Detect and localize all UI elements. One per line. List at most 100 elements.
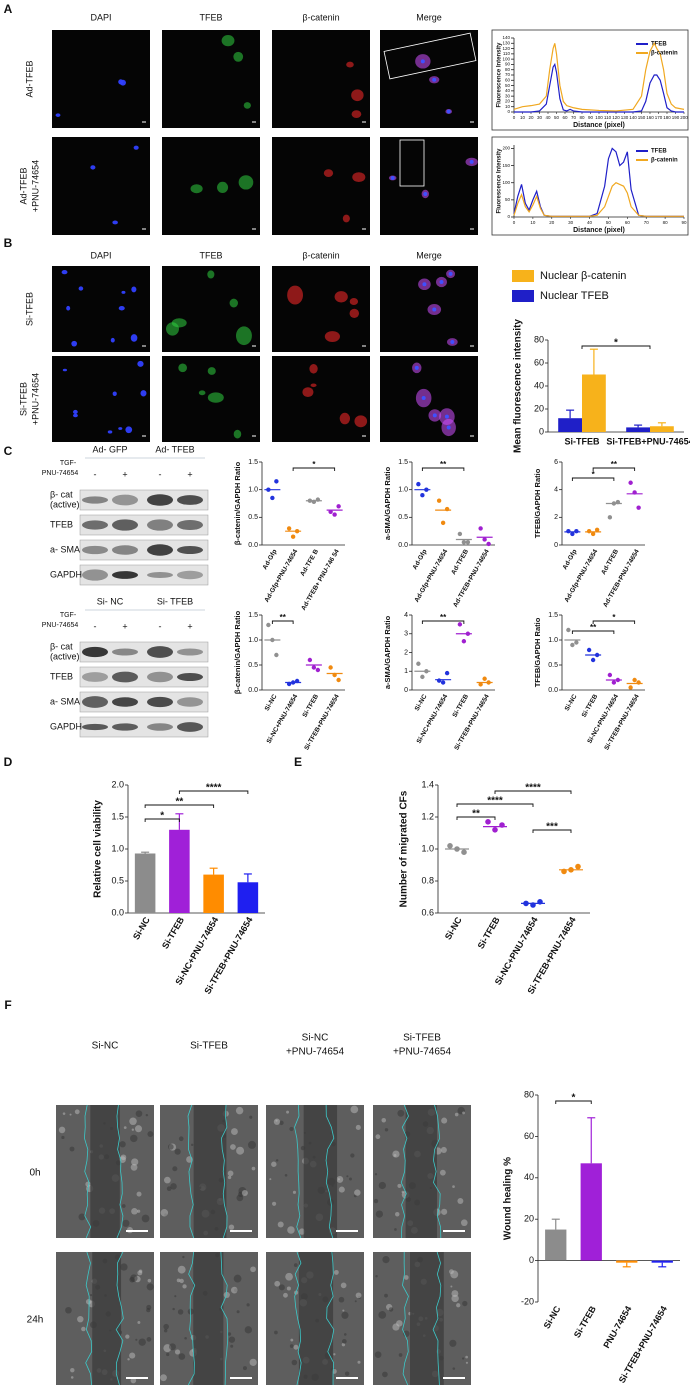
y-axis-title: Wound healing % [503, 1157, 514, 1240]
texture [236, 1146, 245, 1155]
point [492, 827, 498, 833]
significance-bracket [144, 818, 180, 822]
point [586, 647, 592, 653]
bar [169, 829, 190, 913]
texture [169, 1343, 176, 1351]
micrograph [272, 356, 370, 442]
wound [405, 1105, 437, 1238]
y-tick-label: 120 [502, 46, 510, 51]
blot-row-label: a- SMA [50, 544, 80, 554]
point [586, 528, 592, 534]
texture [77, 1315, 84, 1323]
point [478, 526, 483, 531]
x-tick-label: 10 [520, 115, 526, 120]
wound-edge [221, 1104, 228, 1239]
point [611, 680, 617, 685]
cell [66, 305, 71, 311]
y-tick-label: 10 [505, 104, 511, 109]
wound-edge [187, 1251, 196, 1386]
row-label: Ad-TFEB [18, 167, 28, 204]
point [590, 531, 596, 537]
texture [441, 1117, 448, 1124]
y-tick-label: 60 [505, 77, 511, 82]
roi-box [383, 32, 477, 80]
y-tick-label: 2.0 [111, 779, 124, 789]
x-tick-label: Si-NC [564, 693, 579, 712]
blot-strip [79, 539, 209, 561]
y-axis-title: β-catenin/GAPDH Ratio [233, 610, 242, 694]
x-axis-title: Distance (pixel) [573, 122, 625, 129]
point [436, 678, 442, 683]
column-header: DAPI [90, 250, 111, 260]
y-axis-title: a-SMA/GAPDH Ratio [383, 615, 392, 689]
point [465, 540, 471, 545]
column-header: TFEB [199, 250, 222, 260]
band [147, 519, 173, 531]
texture [69, 1146, 75, 1152]
significance-label: * [592, 470, 596, 479]
column-header: Merge [416, 250, 442, 260]
texture [451, 1290, 459, 1298]
x-tick-label: 80 [579, 115, 585, 120]
texture [456, 1303, 461, 1308]
band [177, 570, 203, 580]
blot-row-label: β- cat [50, 641, 73, 651]
significance-label: * [614, 338, 618, 349]
cell [198, 390, 206, 396]
legend-label: β-catenin [651, 51, 678, 57]
texture [62, 1112, 66, 1115]
texture [230, 1344, 234, 1348]
y-tick-label: 40 [524, 1172, 534, 1182]
sign: + [122, 469, 127, 479]
y-tick-label: 0.5 [248, 662, 258, 669]
significance-label: * [572, 1093, 576, 1104]
bar [134, 853, 156, 913]
point [461, 540, 467, 545]
x-tick-label: 0 [513, 115, 516, 120]
point [575, 863, 581, 870]
legend-swatch [512, 290, 534, 302]
chart-frame [491, 29, 689, 131]
texture [269, 1178, 272, 1181]
point [315, 667, 321, 673]
blot-row-label: (active) [50, 499, 80, 509]
y-tick-label: 0.0 [548, 687, 558, 694]
cell [352, 172, 366, 183]
y-tick-label: 80 [524, 1089, 534, 1099]
x-tick-label: 30 [537, 115, 543, 120]
texture [167, 1144, 174, 1150]
cell [346, 61, 354, 68]
y-tick-label: 50 [505, 197, 511, 202]
texture [120, 1154, 127, 1161]
texture [340, 1282, 347, 1289]
y-tick-label: 60 [524, 1131, 534, 1141]
texture [293, 1344, 299, 1350]
texture [392, 1150, 400, 1158]
texture [172, 1307, 175, 1311]
significance-label: ** [440, 613, 447, 622]
sign: - [159, 469, 162, 479]
point [628, 480, 633, 485]
texture [78, 1213, 86, 1221]
texture [279, 1120, 284, 1126]
significance-label: ** [280, 613, 287, 622]
band [112, 519, 138, 531]
nucleus [432, 413, 437, 418]
y-tick-label: 20 [534, 403, 544, 413]
texture [333, 1269, 339, 1275]
y-tick-label: 100 [502, 180, 510, 185]
texture [227, 1332, 232, 1336]
bar [558, 418, 582, 432]
blot-strip [79, 641, 209, 663]
blot-row-label: β- cat [50, 489, 73, 499]
significance-bracket [571, 477, 615, 481]
texture [338, 1296, 345, 1303]
y-axis-title: Mean fluorescence intensity [513, 319, 524, 453]
x-tick-label: 90 [681, 220, 687, 225]
texture [378, 1311, 387, 1319]
significance-label: ** [472, 809, 480, 820]
texture [122, 1219, 130, 1227]
point [420, 674, 425, 680]
significance-bracket [178, 790, 249, 794]
texture [355, 1292, 362, 1299]
